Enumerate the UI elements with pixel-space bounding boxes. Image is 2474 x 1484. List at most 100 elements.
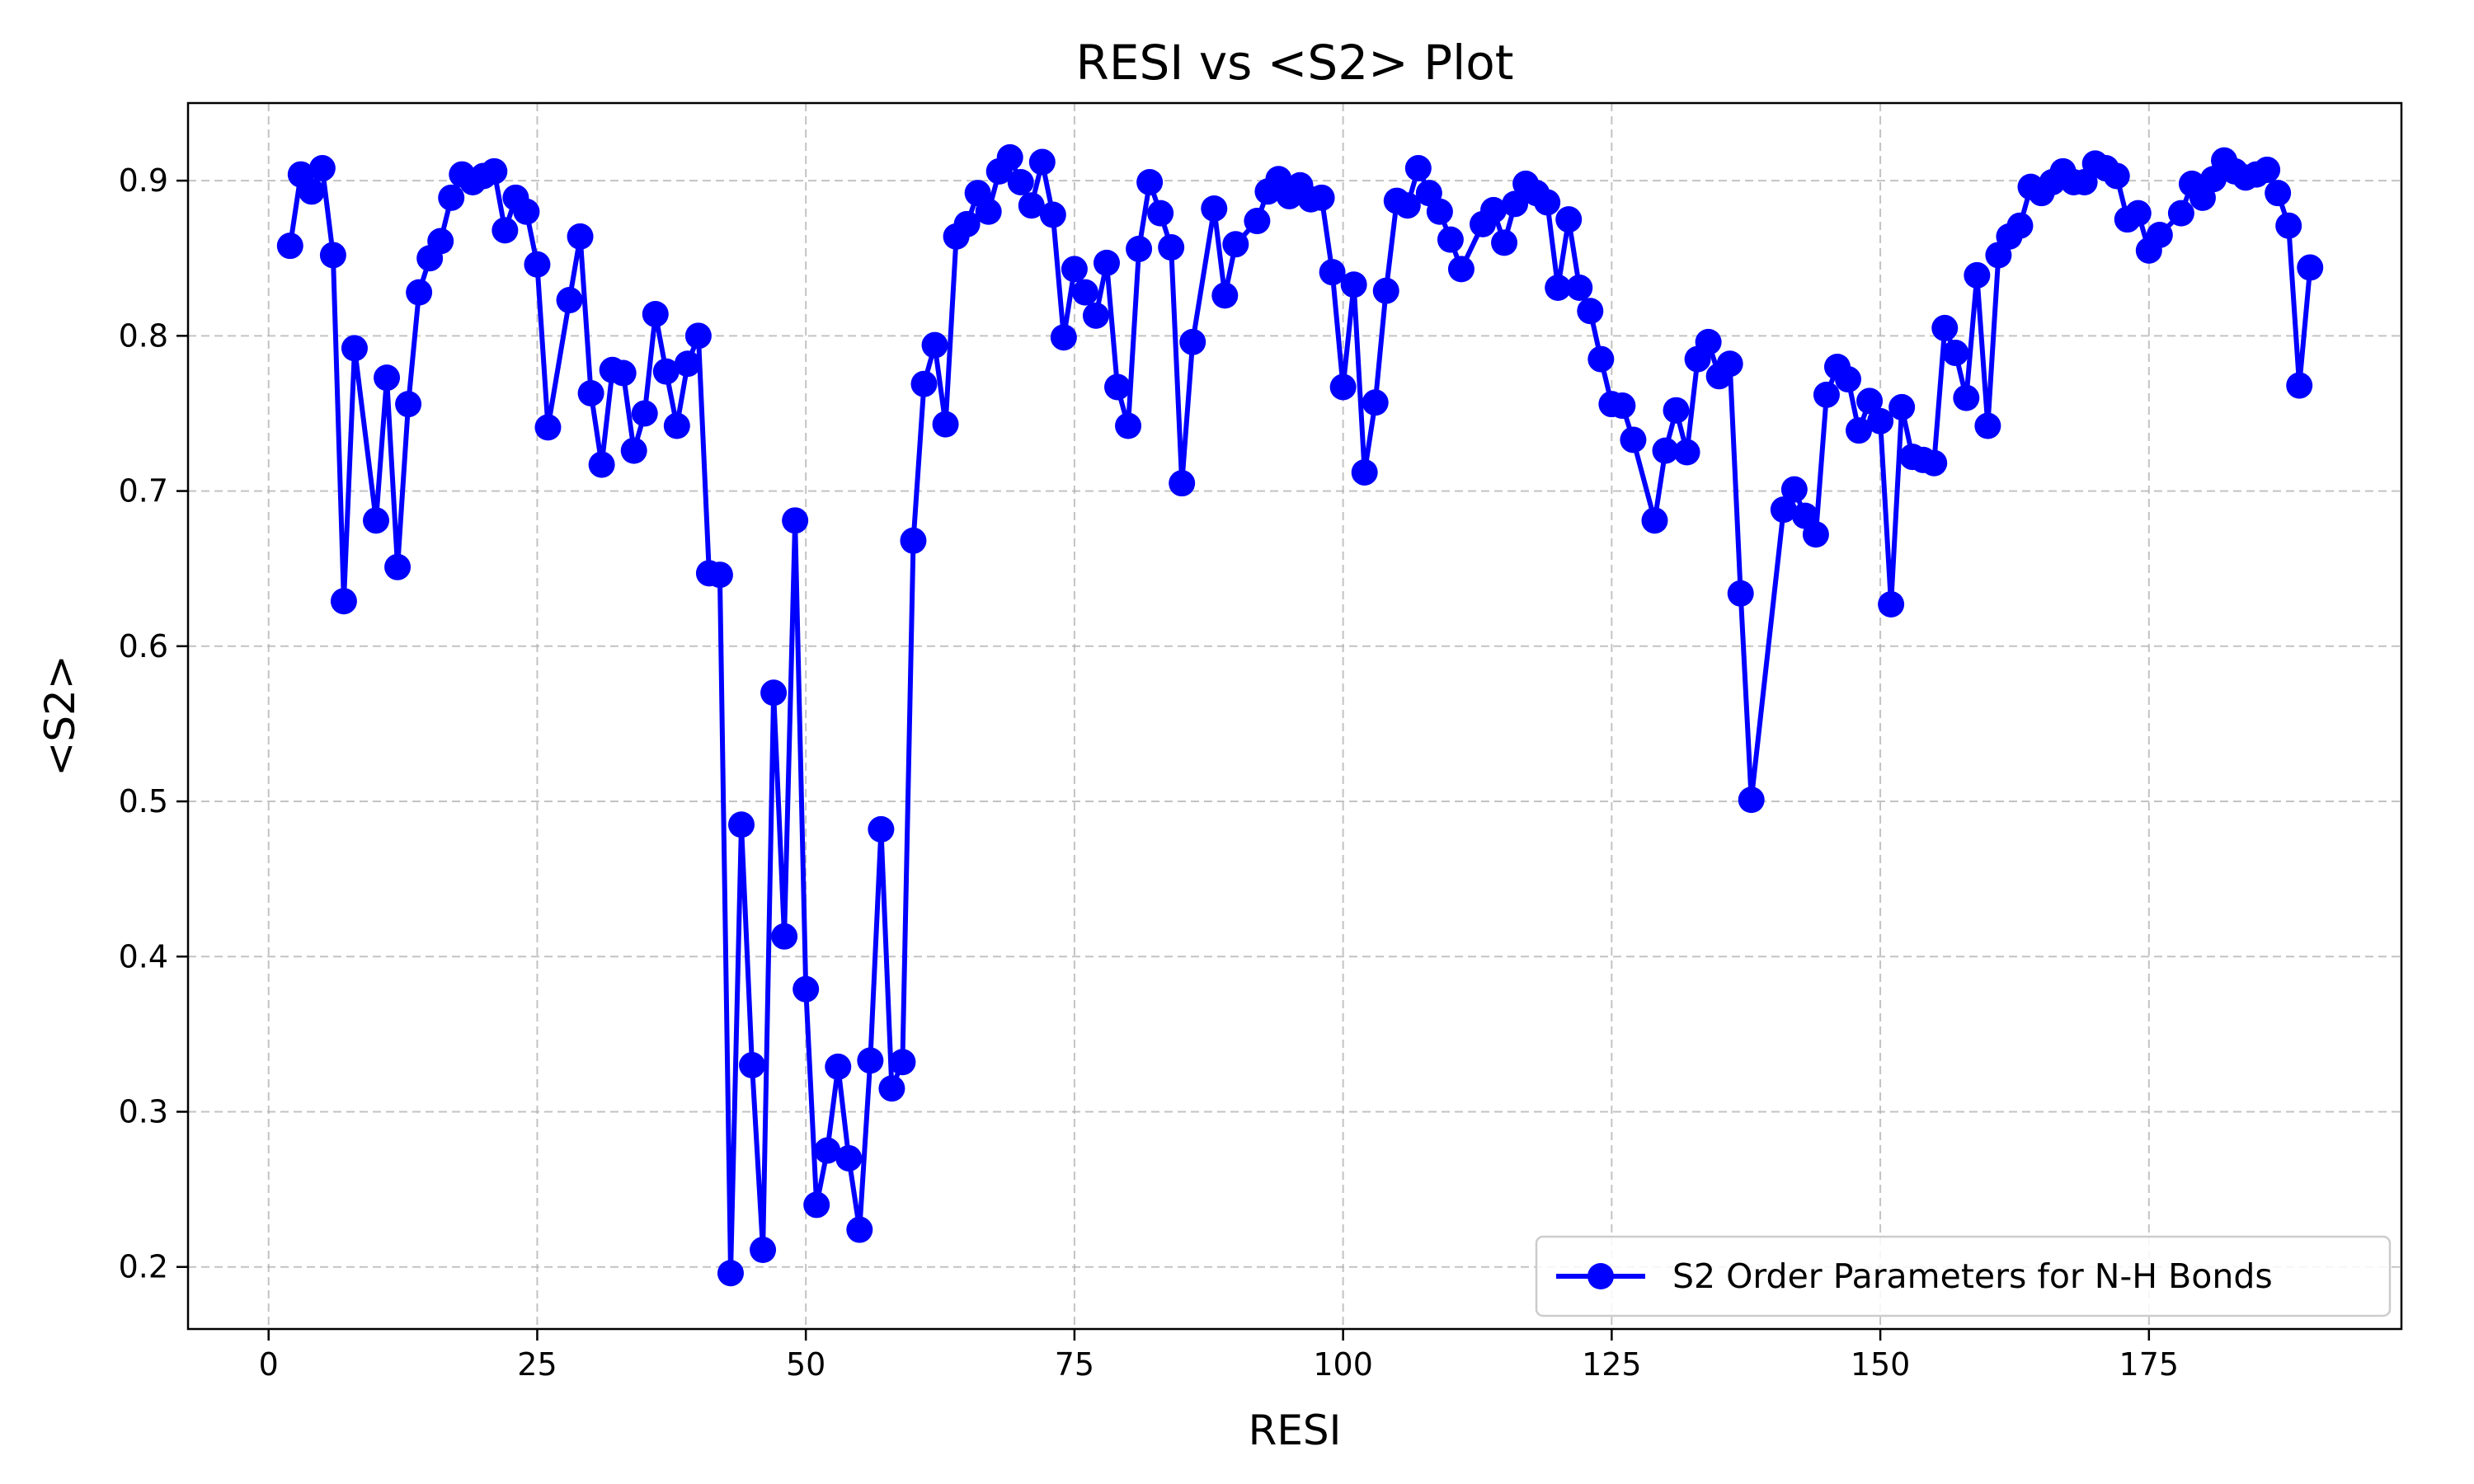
data-point	[2103, 162, 2130, 190]
data-point	[1201, 195, 1228, 222]
data-point	[1394, 192, 1421, 219]
data-point	[298, 178, 325, 205]
data-point	[1179, 328, 1206, 355]
data-point	[341, 335, 368, 362]
data-point	[1039, 201, 1066, 228]
data-point	[2124, 200, 2152, 227]
data-point	[728, 811, 755, 838]
data-point	[524, 251, 551, 278]
chart-title: RESI vs <S2> Plot	[1076, 35, 1514, 91]
data-point	[1480, 196, 1507, 223]
data-point	[1566, 274, 1593, 301]
data-point	[1888, 393, 1916, 420]
data-point	[814, 1137, 841, 1164]
data-point	[1846, 417, 1873, 444]
data-point	[1126, 235, 1153, 262]
data-point	[1641, 507, 1668, 534]
data-point	[406, 279, 433, 306]
series-layer	[276, 143, 2324, 1287]
data-point	[1813, 381, 1840, 408]
data-point	[910, 370, 938, 397]
data-point	[577, 379, 604, 406]
data-point	[588, 451, 615, 478]
data-point	[1652, 437, 1679, 464]
plot-area-frame	[186, 101, 2403, 1331]
data-point	[642, 300, 669, 327]
data-point	[825, 1053, 852, 1080]
data-point	[835, 1144, 863, 1172]
data-point	[308, 155, 336, 182]
data-point	[846, 1216, 873, 1243]
data-point	[1770, 496, 1797, 524]
y-axis-label: <S2>	[36, 655, 84, 776]
data-point	[427, 228, 454, 255]
data-point	[975, 198, 1002, 225]
data-point	[1050, 324, 1077, 351]
data-point	[384, 553, 412, 580]
data-point	[878, 1075, 905, 1102]
data-point	[1545, 274, 1572, 301]
data-point	[1211, 282, 1239, 309]
data-point	[620, 437, 647, 464]
data-point	[1372, 277, 1399, 304]
data-point	[1308, 184, 1335, 211]
grid-lines	[188, 103, 2401, 1329]
data-point	[2297, 254, 2324, 281]
data-point	[534, 414, 562, 441]
data-point	[513, 198, 540, 225]
data-point	[1404, 155, 1432, 182]
data-point	[1115, 412, 1142, 439]
data-point	[374, 364, 401, 392]
data-point	[1362, 389, 1389, 416]
data-point	[631, 400, 658, 427]
data-point	[1942, 340, 1969, 367]
data-point	[889, 1049, 916, 1076]
data-point	[1061, 256, 1088, 283]
data-point	[556, 287, 583, 314]
data-point	[868, 815, 895, 843]
data-point	[1018, 192, 1045, 219]
data-point	[750, 1237, 777, 1264]
data-point	[1340, 271, 1367, 298]
data-point	[1673, 439, 1700, 466]
data-point	[395, 391, 422, 418]
data-point	[481, 157, 508, 185]
data-point	[684, 322, 712, 350]
data-point	[1577, 298, 1604, 325]
x-tick-label: 0	[259, 1346, 279, 1383]
y-tick-label: 0.6	[119, 628, 168, 665]
x-tick-label: 175	[2119, 1346, 2180, 1383]
data-point	[1502, 190, 1529, 218]
data-point	[319, 242, 346, 269]
data-point	[1738, 787, 1765, 814]
data-point	[276, 232, 303, 260]
data-point	[921, 331, 948, 359]
data-point	[674, 350, 701, 378]
data-point	[567, 223, 594, 250]
data-point	[803, 1191, 830, 1219]
data-point	[1147, 200, 1174, 227]
data-point	[857, 1047, 884, 1074]
data-point	[330, 588, 357, 615]
data-point	[1447, 256, 1475, 283]
data-point	[1093, 249, 1120, 276]
data-point	[739, 1052, 766, 1079]
x-tick-label: 50	[786, 1346, 825, 1383]
legend: S2 Order Parameters for N-H Bonds	[1535, 1235, 2392, 1317]
data-point	[1007, 168, 1034, 195]
data-point	[771, 923, 798, 950]
data-point	[1609, 392, 1636, 420]
data-point	[1695, 328, 1722, 355]
data-point	[996, 143, 1023, 171]
data-point	[1104, 373, 1131, 401]
data-point	[793, 975, 820, 1003]
y-tick-label: 0.9	[119, 162, 168, 199]
data-point	[492, 217, 519, 244]
data-point	[2006, 212, 2034, 239]
data-point	[438, 184, 465, 211]
data-point	[1244, 208, 1271, 235]
series-line	[287, 154, 2313, 1276]
legend-label: S2 Order Parameters for N-H Bonds	[1672, 1256, 2273, 1296]
x-axis-label: RESI	[1249, 1407, 1342, 1454]
